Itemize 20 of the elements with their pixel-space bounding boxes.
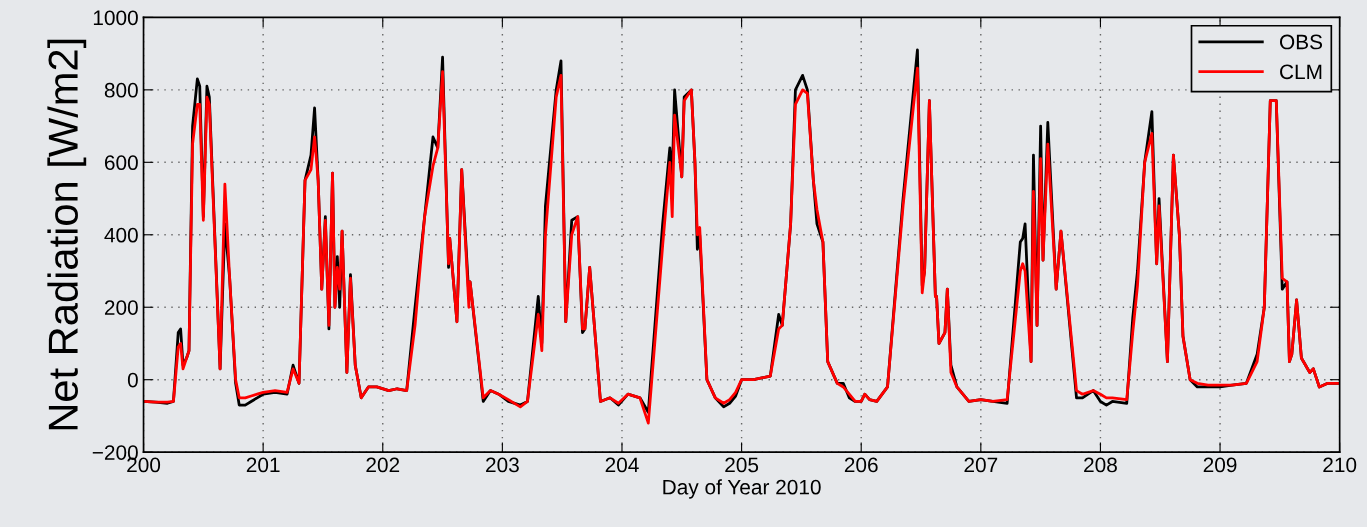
y-axis-title: Net Radiation [W/m2] [47, 39, 87, 430]
y-tick-label: 1000 [93, 10, 138, 26]
y-tick-label: 0 [127, 372, 138, 388]
x-tick-label: 207 [964, 457, 998, 473]
x-tick-label: 208 [1084, 457, 1117, 473]
y-tick-label: 600 [104, 155, 138, 171]
x-tick-label: 201 [246, 457, 280, 473]
x-tick-label: 203 [486, 457, 519, 473]
x-tick-label: 204 [605, 457, 639, 473]
x-tick-label: 210 [1323, 457, 1357, 473]
x-tick-label: 209 [1203, 457, 1237, 473]
legend-label: OBS [1279, 34, 1323, 50]
y-tick-label: 200 [104, 300, 138, 315]
x-axis-title: Day of Year 2010 [663, 479, 821, 499]
x-tick-label: 202 [366, 457, 400, 473]
x-tick-label: 205 [725, 457, 759, 473]
y-tick-label: 400 [104, 227, 138, 243]
legend-label: CLM [1280, 64, 1322, 80]
y-tick-label: 800 [104, 82, 138, 98]
x-tick-label: 206 [844, 457, 878, 473]
